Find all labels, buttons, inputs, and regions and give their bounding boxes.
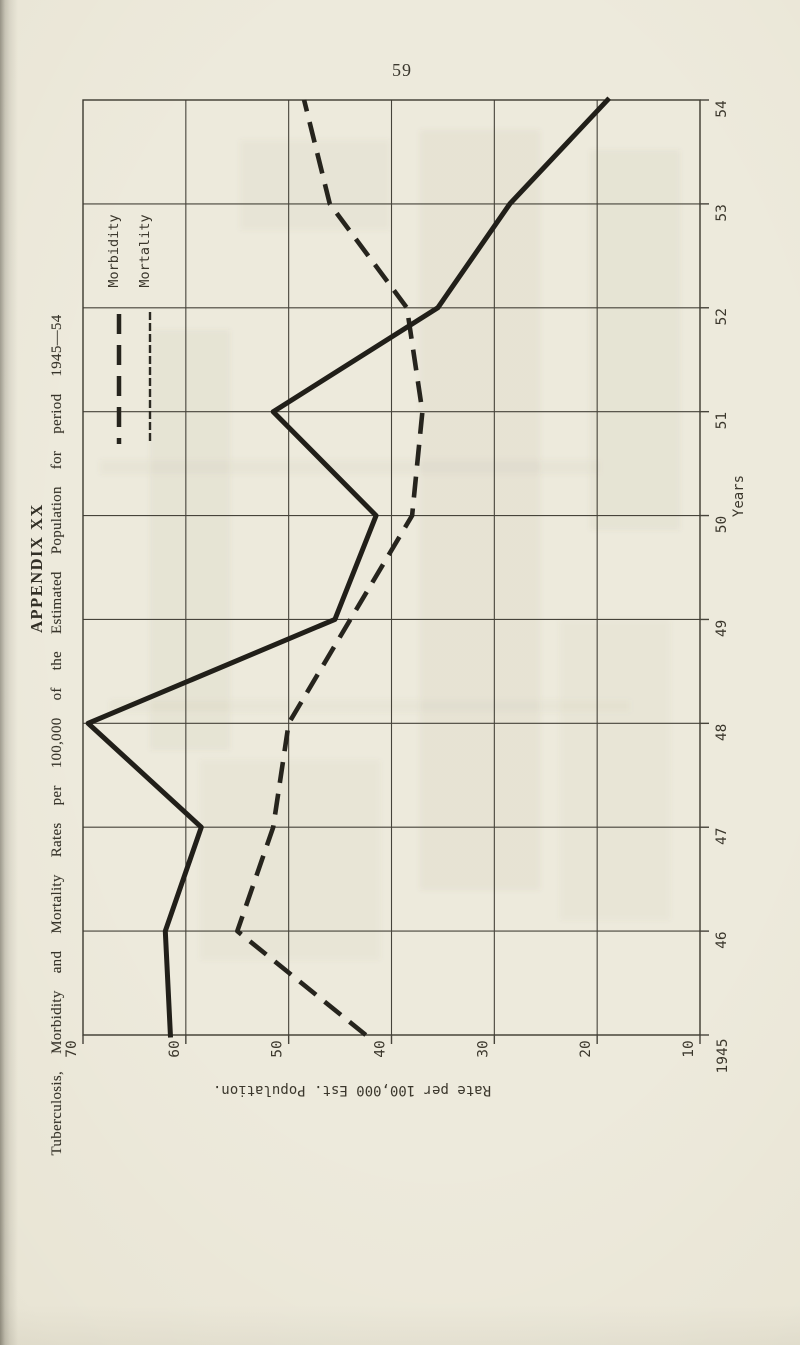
tick-label: 30 — [475, 1040, 491, 1057]
tick-label: 50 — [714, 516, 730, 533]
legend-mortality-label: Mortality — [137, 214, 153, 288]
axis-tick-marks — [82, 99, 709, 1044]
tick-label: 10 — [681, 1040, 697, 1057]
tick-label: 49 — [714, 620, 730, 637]
tick-label: 54 — [714, 100, 730, 118]
tick-label: 46 — [714, 931, 730, 948]
mortality-series-line — [85, 96, 612, 1038]
tick-label: 52 — [714, 308, 730, 325]
rate-axis-caption: Rate per 100,000 Est. Population. — [212, 1082, 492, 1098]
gridlines — [83, 100, 700, 1035]
page-show-through — [100, 130, 680, 960]
tick-label: 60 — [167, 1040, 183, 1057]
morbidity-series-line — [235, 99, 425, 1037]
tick-label: 47 — [714, 827, 730, 844]
years-axis-caption: Years — [731, 474, 747, 518]
tick-label: 20 — [578, 1040, 594, 1057]
tick-label: 50 — [270, 1040, 286, 1057]
tick-label: 53 — [714, 204, 730, 221]
axis-tick-labels: 70 60 50 40 30 20 10 1945 46 47 48 49 50 51 52 53 54 — [64, 100, 731, 1073]
tick-label: 48 — [714, 724, 730, 741]
tick-label: 70 — [64, 1040, 80, 1057]
tick-label: 1945 — [715, 1039, 731, 1074]
tick-label: 51 — [714, 412, 730, 429]
page-number: 59 — [392, 60, 412, 80]
legend-morbidity-label: Morbidity — [106, 214, 122, 288]
tick-label: 40 — [373, 1040, 389, 1057]
